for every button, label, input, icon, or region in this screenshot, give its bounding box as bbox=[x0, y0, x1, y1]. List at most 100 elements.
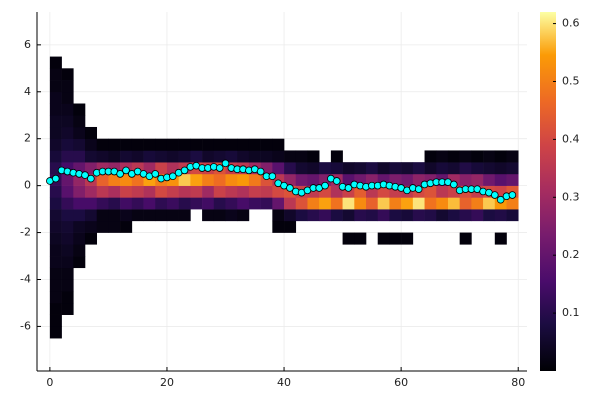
heatmap-cell bbox=[96, 209, 109, 222]
heatmap-cell bbox=[73, 115, 86, 128]
heatmap-cell bbox=[108, 197, 121, 210]
heatmap-cell bbox=[354, 162, 367, 175]
heatmap-cell bbox=[436, 209, 449, 222]
heatmap-cell bbox=[284, 162, 297, 175]
heatmap-cell bbox=[225, 185, 238, 198]
heatmap-cell bbox=[61, 291, 74, 304]
heatmap-cell bbox=[190, 185, 203, 198]
heatmap-cell bbox=[330, 197, 343, 210]
heatmap-cell bbox=[85, 209, 98, 222]
heatmap-cell bbox=[120, 138, 133, 151]
heatmap-cell bbox=[61, 138, 74, 151]
heatmap-cell bbox=[120, 197, 133, 210]
heatmap-cell bbox=[225, 138, 238, 151]
scatter-point bbox=[256, 167, 265, 176]
heatmap-cell bbox=[284, 173, 297, 186]
heatmap-cell bbox=[61, 209, 74, 222]
heatmap-cell bbox=[424, 150, 437, 163]
heatmap-cell bbox=[471, 173, 484, 186]
heatmap-cell bbox=[49, 291, 62, 304]
heatmap-cell bbox=[237, 138, 250, 151]
heatmap-cell bbox=[73, 138, 86, 151]
heatmap-cell bbox=[61, 91, 74, 104]
heatmap-cell bbox=[131, 150, 144, 163]
heatmap-cell bbox=[213, 138, 226, 151]
heatmap-cell bbox=[471, 209, 484, 222]
heatmap-cell bbox=[108, 173, 121, 186]
heatmap-cell bbox=[295, 150, 308, 163]
heatmap-cell bbox=[85, 126, 98, 140]
scatter bbox=[46, 159, 517, 204]
heatmap-cell bbox=[155, 138, 168, 151]
heatmap-cell bbox=[178, 150, 191, 163]
heatmap-cell bbox=[319, 209, 332, 222]
heatmap-cell bbox=[272, 197, 285, 210]
heatmap-cell bbox=[202, 138, 215, 151]
y-tick-label: 0 bbox=[24, 179, 31, 192]
heatmap-cell bbox=[131, 173, 144, 186]
heatmap-cell bbox=[401, 209, 414, 222]
heatmap-cell bbox=[155, 197, 168, 210]
y-tick-label: -6 bbox=[20, 319, 31, 332]
heatmap-cell bbox=[166, 138, 179, 151]
heatmap-cell bbox=[483, 150, 496, 163]
scatter-point bbox=[414, 185, 423, 193]
heatmap-cell bbox=[389, 197, 402, 210]
heatmap-cell bbox=[494, 173, 507, 186]
heatmap-cell bbox=[190, 150, 203, 163]
heatmap-cell bbox=[237, 150, 250, 163]
heatmap-cell bbox=[330, 150, 343, 163]
heatmap-cell bbox=[143, 209, 156, 222]
heatmap-cell bbox=[143, 150, 156, 163]
colorbar-tick-label: 0.3 bbox=[562, 190, 580, 203]
heatmap-cell bbox=[342, 197, 355, 210]
heatmap-cell bbox=[354, 197, 367, 210]
heatmap-cell bbox=[155, 209, 168, 222]
heatmap-cell bbox=[49, 267, 62, 280]
colorbar-tick-label: 0.4 bbox=[562, 132, 580, 145]
x-tick-label: 40 bbox=[277, 376, 291, 389]
heatmap-cell bbox=[494, 232, 507, 245]
heatmap-cell bbox=[49, 302, 62, 315]
heatmap-cell bbox=[49, 244, 62, 257]
heatmap-cell bbox=[166, 150, 179, 163]
heatmap-cell bbox=[377, 162, 390, 175]
heatmap-cell bbox=[260, 185, 273, 198]
heatmap-cell bbox=[459, 197, 472, 210]
heatmap-cell bbox=[272, 138, 285, 151]
heatmap-cell bbox=[213, 150, 226, 163]
heatmap-cell bbox=[202, 173, 215, 186]
heatmap-cell bbox=[96, 220, 109, 233]
heatmap-cell bbox=[108, 150, 121, 163]
heatmap-cell bbox=[307, 197, 320, 210]
heatmap-cell bbox=[61, 256, 74, 269]
heatmap-cell bbox=[459, 232, 472, 245]
heatmap-cell bbox=[202, 209, 215, 222]
heatmap-cell bbox=[295, 162, 308, 175]
heatmap-cell bbox=[225, 209, 238, 222]
heatmap-cell bbox=[506, 209, 519, 222]
heatmap-cell bbox=[354, 232, 367, 245]
heatmap-cell bbox=[436, 162, 449, 175]
scatter-point bbox=[286, 184, 294, 192]
heatmap-cell bbox=[424, 162, 437, 175]
y-tick-label: 4 bbox=[24, 85, 31, 98]
heatmap-cell bbox=[49, 314, 62, 327]
heatmap-cell bbox=[319, 162, 332, 175]
heatmap-cell bbox=[401, 173, 414, 186]
heatmap-cell bbox=[248, 150, 261, 163]
heatmap-cell bbox=[49, 279, 62, 292]
heatmap-cell bbox=[412, 197, 425, 210]
heatmap-cell bbox=[155, 162, 168, 175]
heatmap-cell bbox=[471, 162, 484, 175]
x-tick-label: 0 bbox=[46, 376, 53, 389]
heatmap-cell bbox=[49, 126, 62, 140]
scatter-point bbox=[122, 166, 130, 175]
heatmap-cell bbox=[49, 197, 62, 210]
heatmap-cell bbox=[284, 150, 297, 163]
x-tick-label: 80 bbox=[511, 376, 525, 389]
heatmap-cell bbox=[190, 173, 203, 186]
heatmap-cell bbox=[49, 115, 62, 128]
heatmap-cell bbox=[61, 185, 74, 198]
heatmap-cell bbox=[49, 326, 62, 339]
